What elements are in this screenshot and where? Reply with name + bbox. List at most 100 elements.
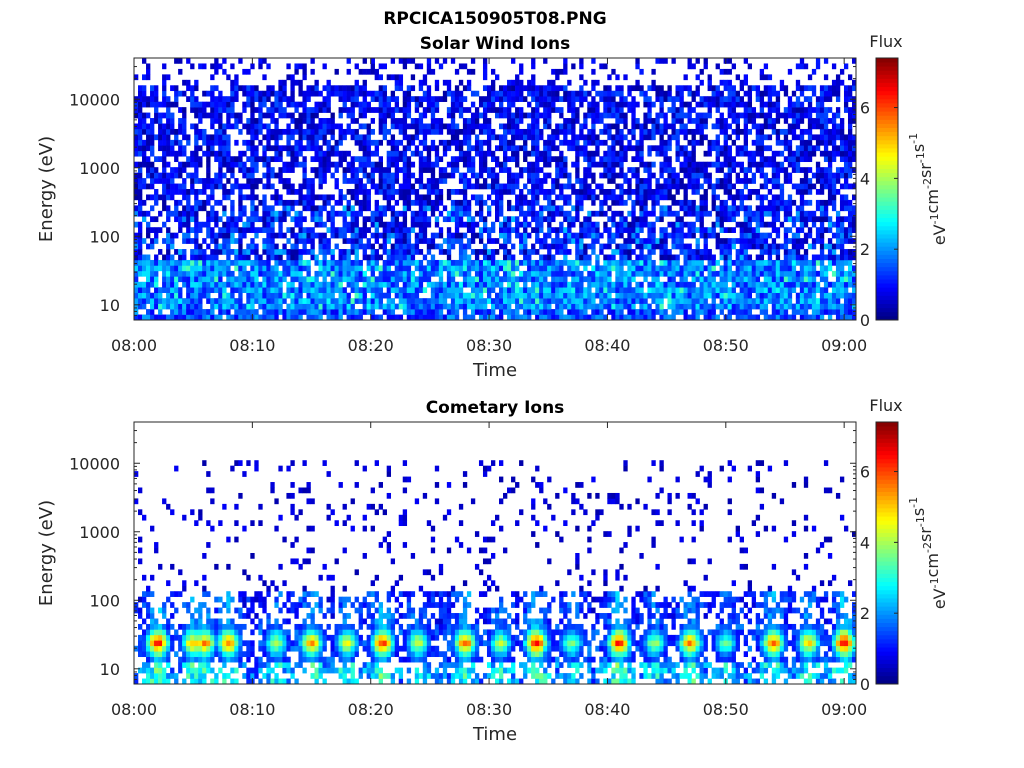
- heatmap-cell: [206, 101, 211, 108]
- heatmap-cell: [478, 101, 484, 108]
- heatmap-cell: [386, 232, 392, 239]
- heatmap-cell: [238, 194, 243, 201]
- heatmap-cell: [350, 232, 355, 239]
- heatmap-cell: [462, 276, 468, 283]
- heatmap-cell: [338, 134, 343, 141]
- heatmap-cell: [699, 194, 704, 201]
- heatmap-cell: [446, 79, 452, 86]
- heatmap-cell: [535, 199, 540, 206]
- heatmap-cell: [210, 101, 215, 108]
- heatmap-cell: [334, 232, 339, 239]
- heatmap-cell: [531, 161, 536, 168]
- heatmap-cell: [466, 128, 472, 135]
- heatmap-cell: [727, 298, 732, 304]
- heatmap-cell: [482, 178, 488, 184]
- heatmap-cell: [647, 243, 652, 250]
- heatmap-cell: [543, 107, 548, 113]
- heatmap-cell: [462, 107, 468, 113]
- heatmap-cell: [350, 259, 355, 266]
- heatmap-cell: [727, 167, 732, 173]
- heatmap-cell: [146, 221, 151, 228]
- heatmap-cell: [318, 172, 323, 179]
- heatmap-cell: [627, 90, 632, 97]
- heatmap-cell: [703, 194, 708, 201]
- heatmap-cell: [198, 118, 203, 124]
- heatmap-cell: [470, 145, 476, 152]
- heatmap-cell: [146, 265, 151, 272]
- heatmap-cell: [531, 227, 536, 233]
- heatmap-cell: [731, 210, 736, 217]
- heatmap-cell: [627, 139, 632, 146]
- heatmap-cell: [170, 123, 175, 130]
- heatmap-cell: [511, 172, 516, 179]
- heatmap-cell: [559, 189, 564, 195]
- heatmap-cell: [434, 58, 440, 64]
- heatmap-cell: [567, 309, 572, 315]
- heatmap-cell: [519, 314, 524, 321]
- heatmap-cell: [286, 303, 291, 310]
- heatmap-cell: [290, 287, 295, 294]
- heatmap-cell: [350, 276, 355, 283]
- heatmap-cell: [659, 216, 664, 223]
- heatmap-cell: [294, 156, 299, 163]
- heatmap-cell: [402, 270, 408, 277]
- heatmap-cell: [138, 199, 143, 206]
- heatmap-cell: [595, 139, 600, 146]
- heatmap-cell: [639, 189, 644, 195]
- heatmap-cell: [434, 303, 440, 310]
- heatmap-cell: [671, 118, 676, 124]
- heatmap-cell: [246, 96, 251, 102]
- heatmap-cell: [350, 96, 355, 102]
- heatmap-cell: [587, 287, 592, 294]
- heatmap-cell: [290, 156, 295, 163]
- heatmap-cell: [362, 79, 367, 86]
- heatmap-cell: [194, 112, 199, 119]
- heatmap-cell: [675, 254, 680, 261]
- heatmap-cell: [723, 96, 728, 102]
- heatmap-cell: [402, 298, 408, 304]
- heatmap-cell: [370, 58, 375, 64]
- heatmap-cell: [611, 112, 616, 119]
- heatmap-cell: [559, 309, 564, 315]
- heatmap-cell: [166, 172, 171, 179]
- heatmap-cell: [290, 189, 295, 195]
- heatmap-cell: [551, 139, 556, 146]
- heatmap-cell: [490, 128, 496, 135]
- heatmap-cell: [687, 270, 692, 277]
- heatmap-cell: [450, 232, 456, 239]
- heatmap-cell: [503, 238, 508, 244]
- heatmap-cell: [651, 292, 656, 299]
- heatmap-cell: [262, 210, 267, 217]
- heatmap-cell: [591, 210, 596, 217]
- heatmap-cell: [414, 276, 420, 283]
- heatmap-cell: [539, 150, 544, 157]
- heatmap-cell: [374, 68, 379, 75]
- heatmap-cell: [262, 276, 267, 283]
- heatmap-cell: [627, 232, 632, 239]
- heatmap-cell: [254, 216, 259, 223]
- heatmap-cell: [707, 74, 712, 81]
- heatmap-cell: [334, 227, 339, 233]
- heatmap-cell: [418, 270, 424, 277]
- heatmap-cell: [154, 134, 159, 141]
- heatmap-cell: [695, 254, 700, 261]
- heatmap-cell: [551, 292, 556, 299]
- heatmap-cell: [162, 254, 167, 261]
- heatmap-cell: [462, 183, 468, 190]
- heatmap-cell: [234, 183, 239, 190]
- heatmap-cell: [687, 205, 692, 212]
- heatmap-cell: [531, 265, 536, 272]
- heatmap-cell: [559, 276, 564, 283]
- heatmap-cell: [326, 281, 331, 288]
- heatmap-cell: [591, 309, 596, 315]
- heatmap-cell: [639, 85, 644, 92]
- heatmap-cell: [659, 90, 664, 97]
- heatmap-cell: [531, 85, 536, 92]
- heatmap-cell: [250, 63, 255, 70]
- heatmap-cell: [246, 292, 251, 299]
- heatmap-cell: [671, 238, 676, 244]
- heatmap-cell: [675, 298, 680, 304]
- heatmap-cell: [450, 205, 456, 212]
- heatmap-cell: [691, 118, 696, 124]
- heatmap-cell: [278, 249, 283, 255]
